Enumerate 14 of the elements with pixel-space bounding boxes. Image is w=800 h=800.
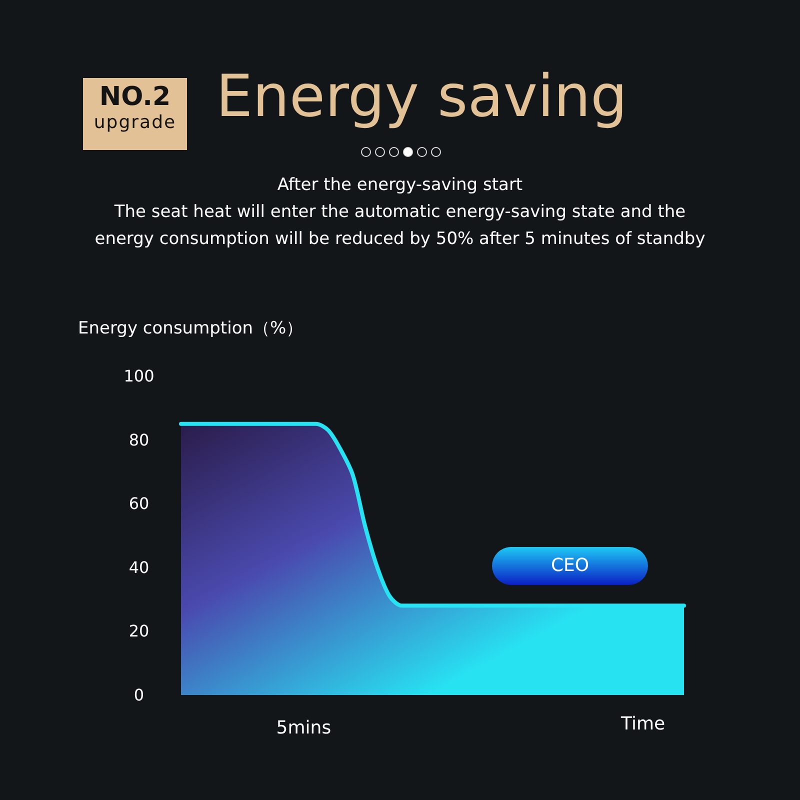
y-tick-label: 0 xyxy=(134,686,144,704)
y-tick-label: 100 xyxy=(124,366,154,386)
y-axis-title: Energy consumption（%） xyxy=(78,318,304,338)
y-tick-label: 20 xyxy=(128,622,150,641)
text: NO.2 xyxy=(98,82,172,112)
pill-button: CEO xyxy=(492,547,648,585)
text: upgrade xyxy=(92,112,178,133)
y-tick-label: 60 xyxy=(128,494,150,514)
y-tick-label: 40 xyxy=(128,558,150,577)
chart-title: Energy saving xyxy=(216,62,628,130)
y-tick-label: 80 xyxy=(128,430,150,450)
chart-subtitle: After the energy-saving start The seat heat will enter the automatic energy-saving state and the energy consumption will be reduced by 50% after 5 minutes of standby xyxy=(94,174,706,251)
x-tick-label: 5mins xyxy=(276,718,332,738)
x-axis-title: Time xyxy=(620,714,666,734)
